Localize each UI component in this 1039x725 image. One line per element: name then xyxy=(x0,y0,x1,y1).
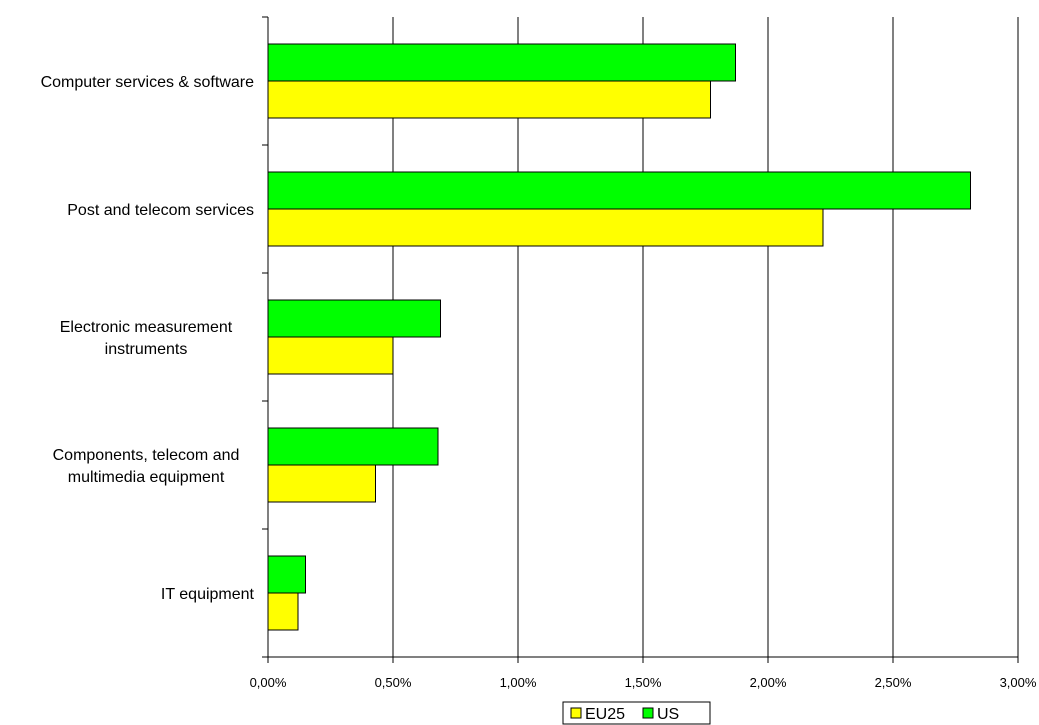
legend-label-us: US xyxy=(657,706,679,723)
bar-us-4 xyxy=(267,555,306,594)
category-label-line: multimedia equipment xyxy=(68,469,225,486)
bar-eu25-1 xyxy=(267,208,824,247)
bars xyxy=(267,43,971,631)
category-label-line: Electronic measurement xyxy=(60,319,233,336)
legend-swatch-us xyxy=(642,707,654,719)
category-label-3: Components, telecom and multimedia equipm… xyxy=(53,447,240,486)
bar-eu25-3 xyxy=(267,464,376,503)
axes xyxy=(262,16,1019,663)
x-tick-label-2: 1,00% xyxy=(500,675,537,690)
x-tick-label-3: 1,50% xyxy=(625,675,662,690)
bar-us-2 xyxy=(267,299,441,338)
category-label-line: Post and telecom services xyxy=(67,202,254,219)
category-label-4: IT equipment xyxy=(161,586,255,603)
x-tick-labels: 0,00% 0,50% 1,00% 1,50% 2,00% 2,50% 3,00% xyxy=(250,675,1037,690)
bar-eu25-4 xyxy=(267,592,299,631)
category-labels: Computer services & software Post and tel… xyxy=(41,74,255,603)
category-label-line: Components, telecom and xyxy=(53,447,240,464)
bar-us-3 xyxy=(267,427,439,466)
category-label-line: IT equipment xyxy=(161,586,255,603)
category-label-2: Electronic measurement instruments xyxy=(60,319,233,358)
bar-eu25-0 xyxy=(267,80,711,119)
category-label-1: Post and telecom services xyxy=(67,202,254,219)
grid-lines xyxy=(392,17,1019,657)
x-tick-label-0: 0,00% xyxy=(250,675,287,690)
legend: EU25 US xyxy=(562,701,711,725)
x-tick-label-5: 2,50% xyxy=(875,675,912,690)
bar-us-0 xyxy=(267,43,736,82)
x-tick-label-6: 3,00% xyxy=(1000,675,1037,690)
legend-box xyxy=(562,701,711,725)
x-tick-label-1: 0,50% xyxy=(375,675,412,690)
x-tick-label-4: 2,00% xyxy=(750,675,787,690)
category-label-line: Computer services & software xyxy=(41,74,255,91)
category-label-line: instruments xyxy=(105,341,188,358)
legend-label-eu25: EU25 xyxy=(585,706,625,723)
legend-swatch-eu25 xyxy=(570,707,582,719)
bar-eu25-2 xyxy=(267,336,394,375)
category-label-0: Computer services & software xyxy=(41,74,255,91)
bar-us-1 xyxy=(267,171,971,210)
